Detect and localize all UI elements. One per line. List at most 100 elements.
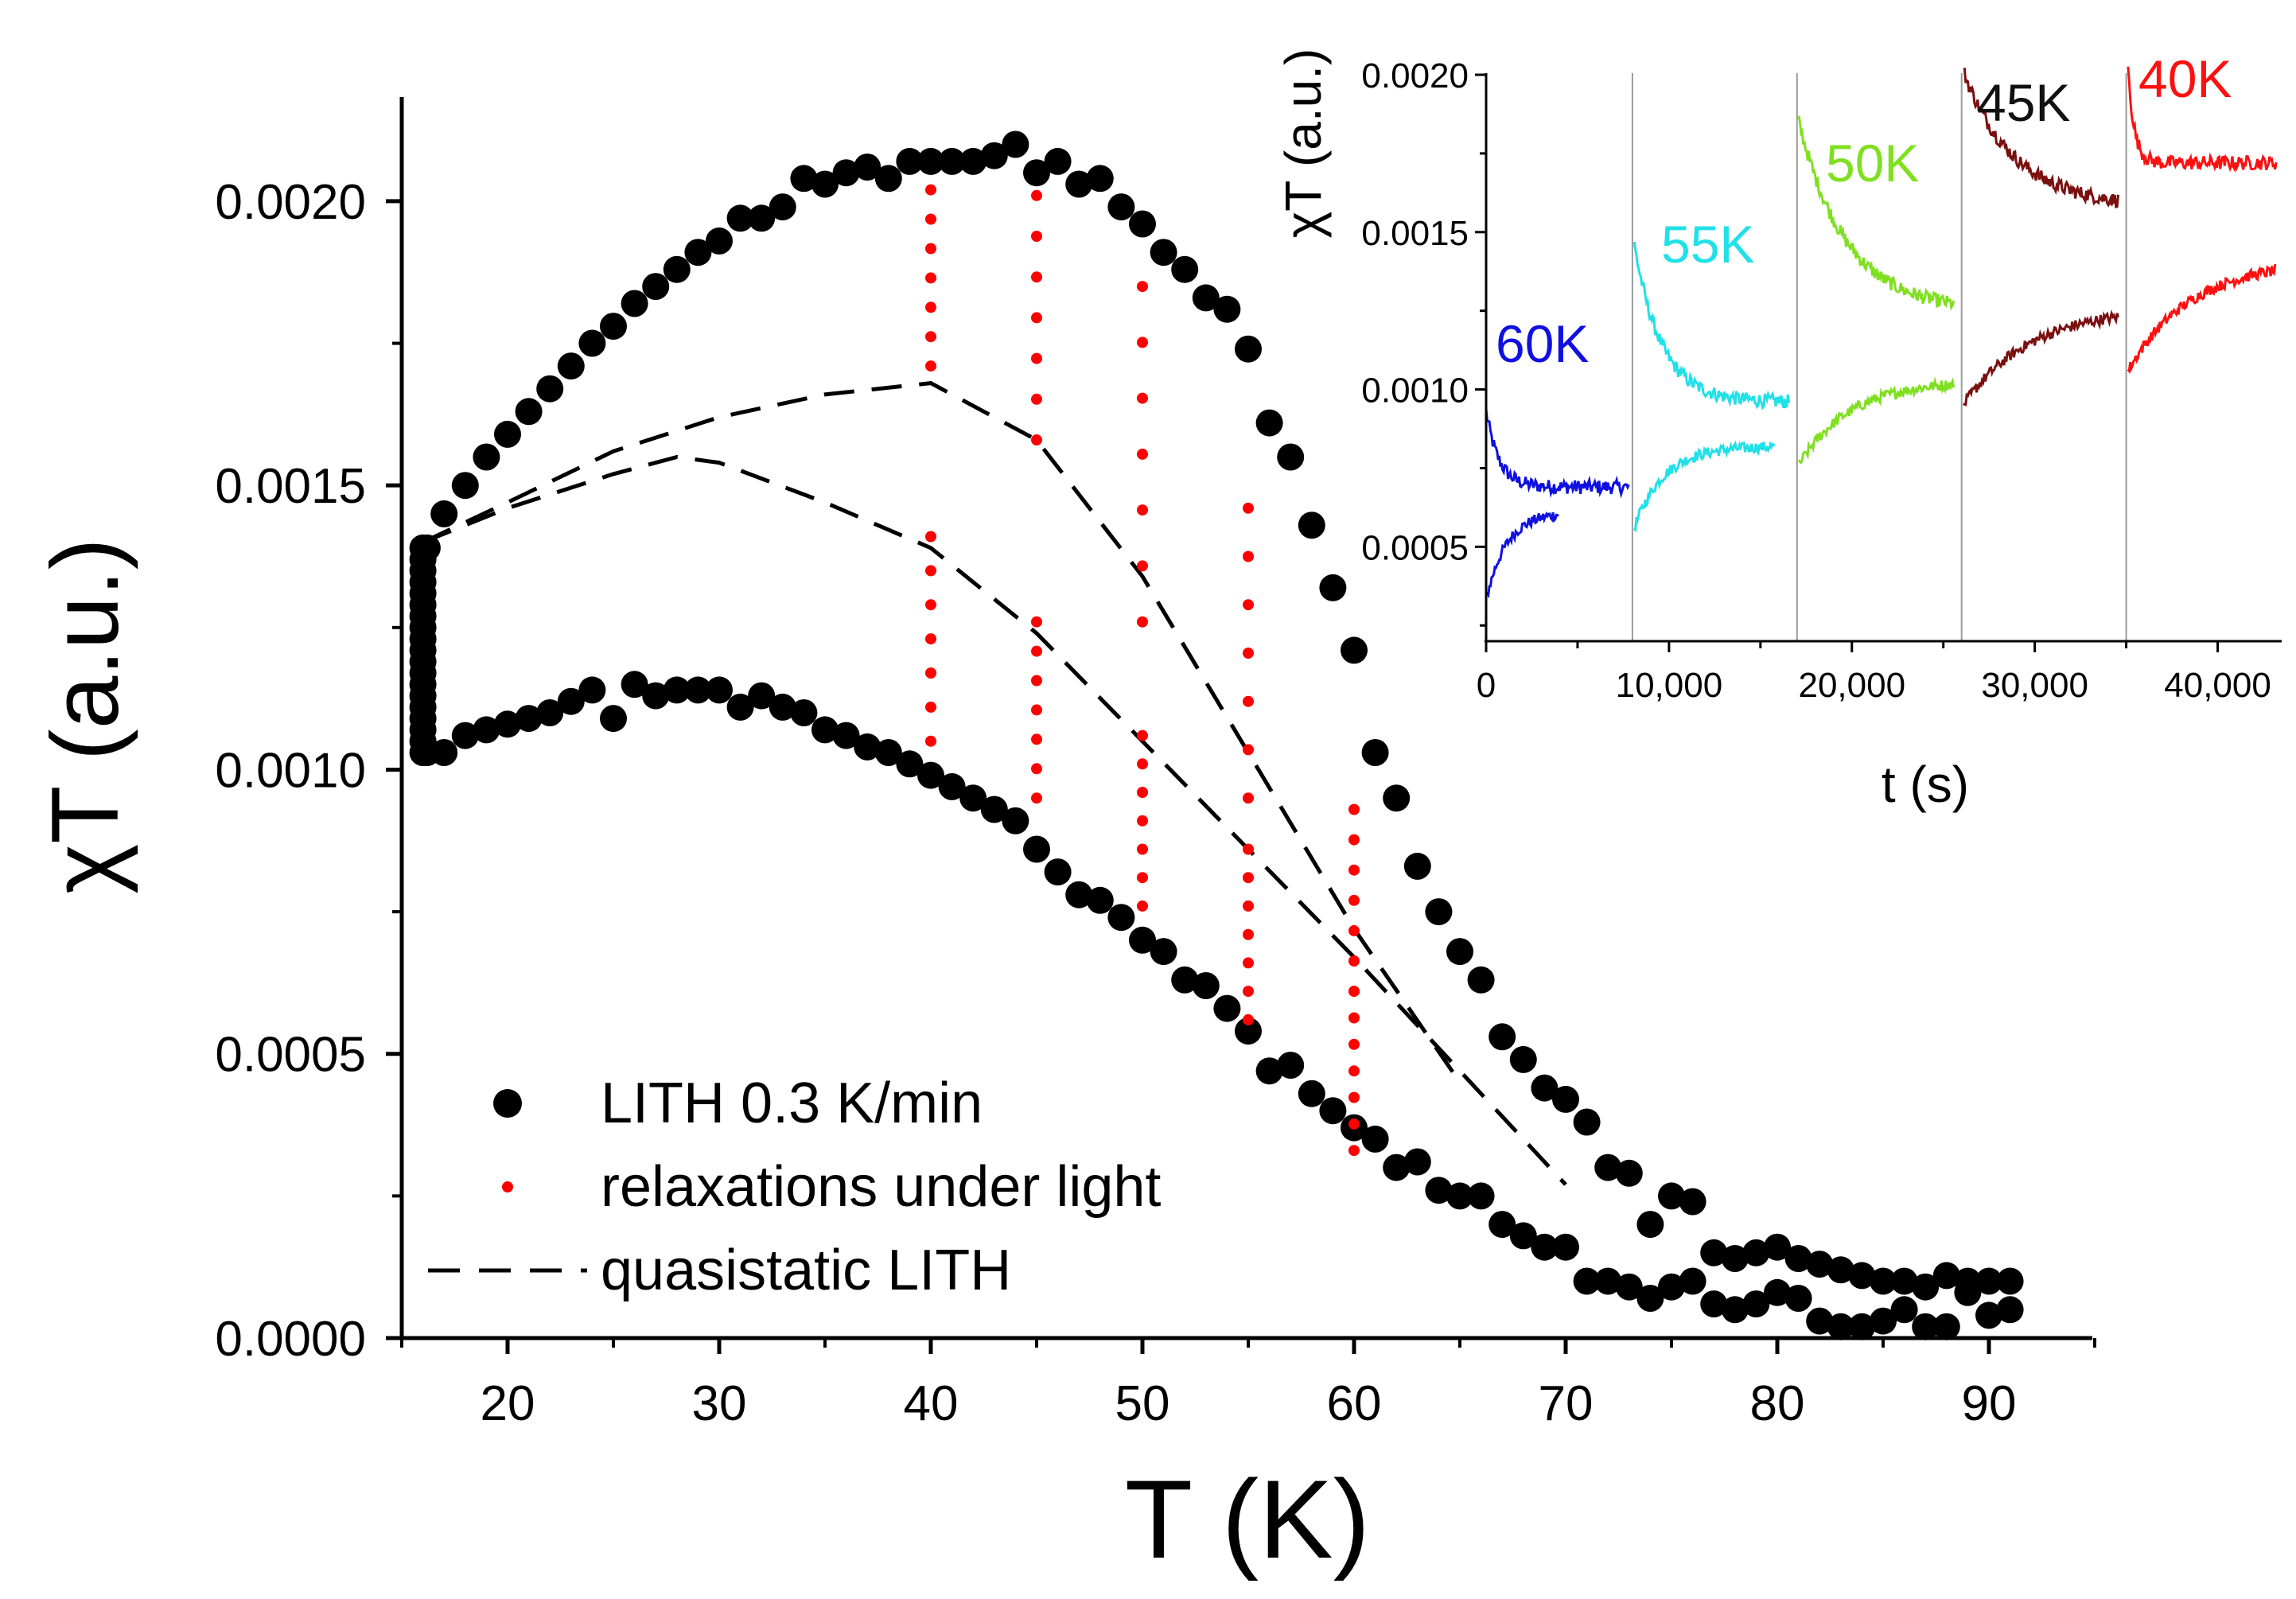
- lith-point: [1552, 1233, 1579, 1261]
- relaxation-point: [1031, 271, 1042, 283]
- lith-point: [1002, 807, 1029, 835]
- relaxation-point: [925, 667, 936, 679]
- inset-series-label-45k: 45K: [1977, 73, 2070, 132]
- inset-y-ticks: 0.0005 0.0010 0.0015 0.0020: [1361, 56, 1486, 627]
- inset-y-tick-label: 0.0010: [1361, 372, 1469, 410]
- lith-point: [621, 671, 648, 698]
- lith-point: [1065, 170, 1093, 198]
- lith-point: [1150, 239, 1177, 266]
- main-chart: 20 30 40 50 60 70 80 90 0.0000 0.0005 0.0010 0.001…: [32, 97, 2096, 1581]
- relaxation-point: [1137, 872, 1148, 884]
- relaxation-point: [1348, 1118, 1360, 1130]
- main-y-tick-label: 0.0015: [215, 459, 366, 514]
- lith-point: [1213, 994, 1241, 1022]
- lith-point: [1425, 898, 1453, 926]
- main-y-axis-label: χT (a.u.): [32, 538, 138, 894]
- lith-point: [1996, 1296, 2024, 1324]
- lith-point: [1319, 1097, 1347, 1125]
- legend: LITH 0.3 K/min relaxations under light q…: [428, 1072, 1161, 1302]
- main-x-tick-label: 70: [1539, 1376, 1594, 1431]
- relaxation-point: [1243, 648, 1254, 659]
- lith-point: [1129, 926, 1156, 954]
- legend-label-relaxations: relaxations under light: [601, 1155, 1161, 1219]
- relaxation-point: [1031, 704, 1042, 716]
- lith-point: [1827, 1256, 1854, 1284]
- inset-decay-trace: [2127, 66, 2278, 173]
- relaxation-point: [925, 633, 936, 645]
- lith-point: [1531, 1233, 1559, 1261]
- main-y-ticks: 0.0000 0.0005 0.0010 0.0015 0.0020: [215, 175, 402, 1367]
- relaxation-point: [1243, 599, 1254, 611]
- lith-point: [1361, 1125, 1389, 1153]
- lith-point: [642, 273, 670, 301]
- relaxation-point: [1348, 924, 1360, 936]
- inset-y-tick-label: 0.0005: [1361, 528, 1469, 567]
- relaxation-point: [925, 184, 936, 196]
- relaxation-point: [1348, 803, 1360, 815]
- main-y-tick-label: 0.0020: [215, 175, 366, 230]
- main-y-tick-label: 0.0010: [215, 743, 366, 798]
- lith-markers: [409, 130, 2024, 1340]
- lith-point: [642, 682, 670, 710]
- lith-point: [1848, 1262, 1876, 1290]
- relaxation-point: [925, 243, 936, 255]
- relaxation-point: [1348, 986, 1360, 998]
- lith-point: [557, 352, 585, 380]
- lith-point: [1679, 1188, 1706, 1216]
- lith-point: [706, 676, 733, 704]
- lith-point: [1235, 335, 1262, 363]
- inset-series-label-40k: 40K: [2138, 49, 2232, 108]
- relaxation-point: [1243, 792, 1254, 804]
- lith-point: [1912, 1273, 1940, 1301]
- lith-point: [1467, 1182, 1495, 1210]
- relaxation-point: [925, 599, 936, 611]
- lith-point: [494, 420, 521, 448]
- lith-point: [1446, 938, 1473, 966]
- relaxation-point: [1243, 900, 1254, 912]
- relaxation-point: [1137, 560, 1148, 572]
- lith-point: [1425, 1177, 1453, 1204]
- quasistatic-curves: [422, 381, 1567, 1186]
- inset-x-tick-label: 30,000: [1981, 666, 2088, 705]
- inset-decay-trace: [1632, 241, 1791, 410]
- lith-point: [1932, 1313, 1960, 1340]
- lith-point: [1827, 1313, 1854, 1340]
- lith-point: [980, 796, 1008, 823]
- lith-point: [663, 676, 691, 704]
- lith-point: [1489, 1211, 1516, 1239]
- lith-point: [1044, 858, 1072, 886]
- lith-point: [1255, 1057, 1283, 1085]
- inset-decay-trace: [1485, 409, 1630, 499]
- lith-point: [1255, 409, 1283, 437]
- lith-point: [1341, 636, 1368, 664]
- inset-rise-trace: [1963, 309, 2119, 407]
- relaxation-point: [1137, 787, 1148, 798]
- lith-point: [684, 239, 712, 266]
- lith-point: [1890, 1267, 1918, 1295]
- lith-point: [1573, 1108, 1601, 1136]
- lith-point: [917, 147, 944, 175]
- lith-point: [1932, 1262, 1960, 1290]
- lith-point: [684, 676, 712, 704]
- lith-point: [1150, 938, 1177, 966]
- lith-point: [1192, 284, 1220, 312]
- relaxation-point: [1137, 616, 1148, 628]
- lith-point: [1658, 1273, 1685, 1301]
- lith-point: [1784, 1285, 1812, 1312]
- relaxation-point: [1243, 928, 1254, 940]
- relaxation-point: [1031, 792, 1042, 804]
- lith-point: [811, 716, 839, 744]
- relaxation-point: [1137, 843, 1148, 855]
- lith-point: [1023, 159, 1050, 187]
- relaxation-point: [925, 565, 936, 577]
- main-axes: [398, 97, 2092, 1340]
- lith-point: [938, 147, 966, 175]
- relaxation-point: [1031, 434, 1042, 445]
- legend-marker-relaxations: [502, 1181, 513, 1192]
- lith-point: [1848, 1313, 1876, 1340]
- main-x-axis-label: T (K): [1125, 1457, 1371, 1581]
- lith-point: [1361, 739, 1389, 766]
- lith-point: [1467, 966, 1495, 994]
- lith-point: [1975, 1301, 2002, 1329]
- lith-point: [663, 255, 691, 283]
